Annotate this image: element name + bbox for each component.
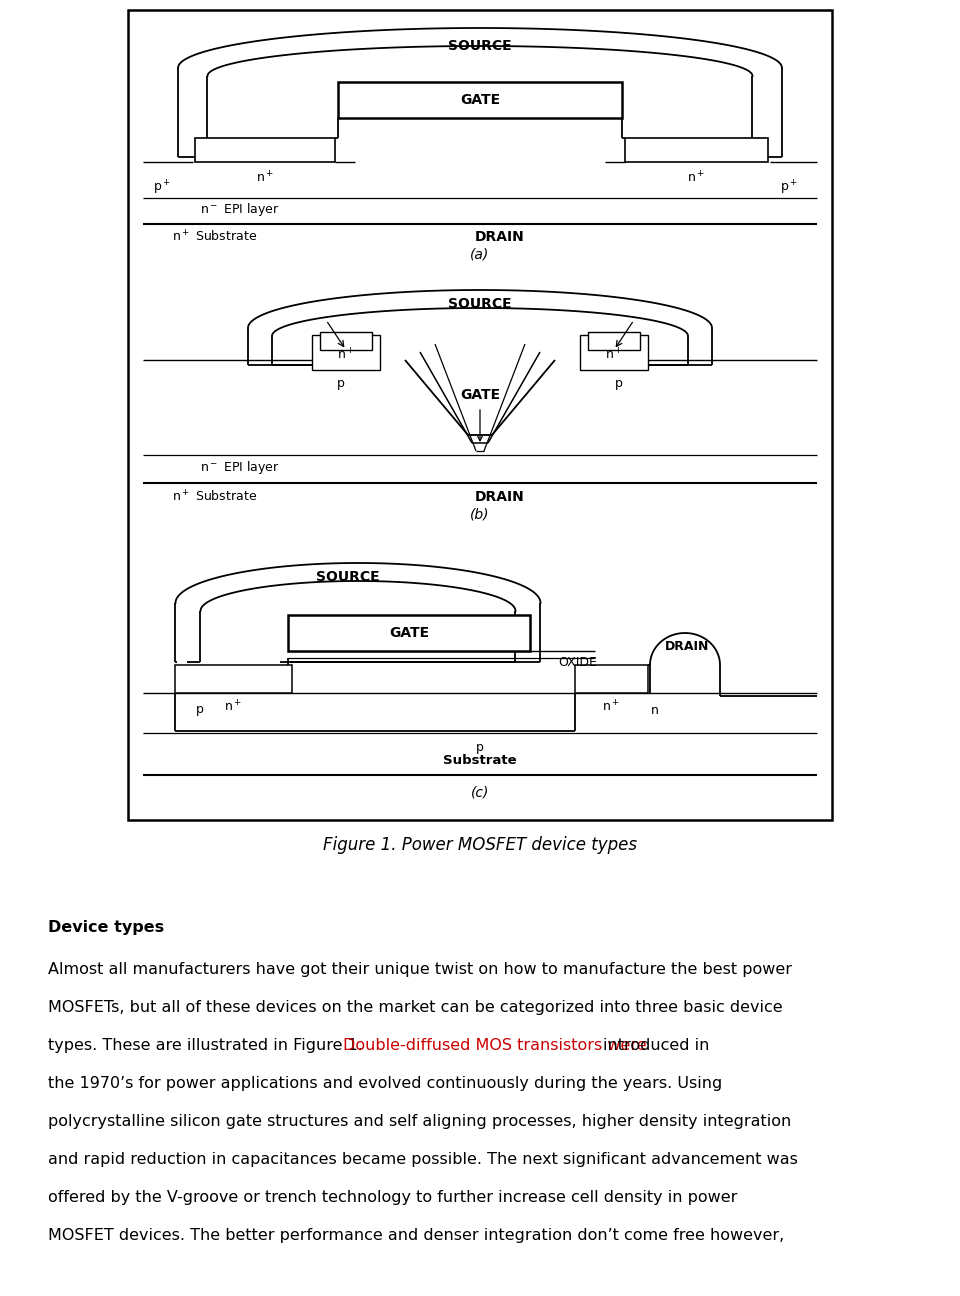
Text: GATE: GATE: [460, 388, 500, 402]
Text: polycrystalline silicon gate structures and self aligning processes, higher dens: polycrystalline silicon gate structures …: [48, 1115, 791, 1129]
Text: p: p: [337, 377, 345, 390]
Text: p$^+$: p$^+$: [153, 179, 171, 197]
Text: GATE: GATE: [460, 93, 500, 108]
Text: Almost all manufacturers have got their unique twist on how to manufacture the b: Almost all manufacturers have got their …: [48, 962, 792, 977]
Text: OXIDE: OXIDE: [558, 657, 597, 670]
Bar: [195, 137, 335, 162]
Bar: [338, 82, 622, 118]
Text: SOURCE: SOURCE: [448, 297, 512, 311]
Text: n$^+$: n$^+$: [337, 347, 355, 362]
Bar: [625, 137, 768, 162]
Text: Device types: Device types: [48, 920, 164, 934]
Bar: [312, 334, 380, 369]
Bar: [575, 665, 648, 693]
Text: n$^-$ EPI layer: n$^-$ EPI layer: [200, 201, 279, 219]
Text: DRAIN: DRAIN: [475, 490, 525, 504]
Text: p$^+$: p$^+$: [780, 179, 798, 197]
Bar: [588, 332, 640, 350]
Bar: [175, 665, 292, 693]
Text: (c): (c): [470, 785, 490, 800]
Text: n$^+$ Substrate: n$^+$ Substrate: [172, 229, 257, 245]
Text: introduced in: introduced in: [603, 1038, 709, 1052]
Text: and rapid reduction in capacitances became possible. The next significant advanc: and rapid reduction in capacitances beca…: [48, 1152, 798, 1166]
Text: n$^+$: n$^+$: [256, 170, 274, 185]
Text: MOSFET devices. The better performance and denser integration don’t come free ho: MOSFET devices. The better performance a…: [48, 1229, 784, 1243]
Text: n$^+$: n$^+$: [687, 170, 706, 185]
Text: p: p: [615, 377, 623, 390]
Bar: [320, 332, 372, 350]
Text: the 1970’s for power applications and evolved continuously during the years. Usi: the 1970’s for power applications and ev…: [48, 1076, 722, 1091]
Text: DRAIN: DRAIN: [665, 640, 709, 653]
Text: n$^+$: n$^+$: [603, 700, 620, 714]
Text: MOSFETs, but all of these devices on the market can be categorized into three ba: MOSFETs, but all of these devices on the…: [48, 1001, 782, 1015]
Text: p: p: [196, 704, 204, 717]
Text: p: p: [476, 740, 484, 753]
Text: (a): (a): [470, 248, 490, 262]
Text: Substrate: Substrate: [444, 753, 516, 766]
Text: Figure 1. Power MOSFET device types: Figure 1. Power MOSFET device types: [323, 836, 637, 854]
Text: GATE: GATE: [389, 626, 429, 640]
Text: n$^+$: n$^+$: [605, 347, 623, 362]
Bar: [128, 10, 832, 820]
Text: n: n: [651, 704, 659, 717]
Text: SOURCE: SOURCE: [448, 39, 512, 53]
Text: (b): (b): [470, 508, 490, 522]
Bar: [580, 334, 648, 369]
Text: offered by the V-groove or trench technology to further increase cell density in: offered by the V-groove or trench techno…: [48, 1190, 737, 1205]
Text: n$^+$ Substrate: n$^+$ Substrate: [172, 490, 257, 504]
Text: DRAIN: DRAIN: [475, 229, 525, 244]
Text: SOURCE: SOURCE: [316, 570, 380, 584]
Text: Double-diffused MOS transistors were: Double-diffused MOS transistors were: [343, 1038, 657, 1052]
Text: n$^-$ EPI layer: n$^-$ EPI layer: [200, 460, 279, 477]
Text: types. These are illustrated in Figure 1.: types. These are illustrated in Figure 1…: [48, 1038, 373, 1052]
Bar: [288, 616, 530, 651]
Text: n$^+$: n$^+$: [225, 700, 243, 714]
